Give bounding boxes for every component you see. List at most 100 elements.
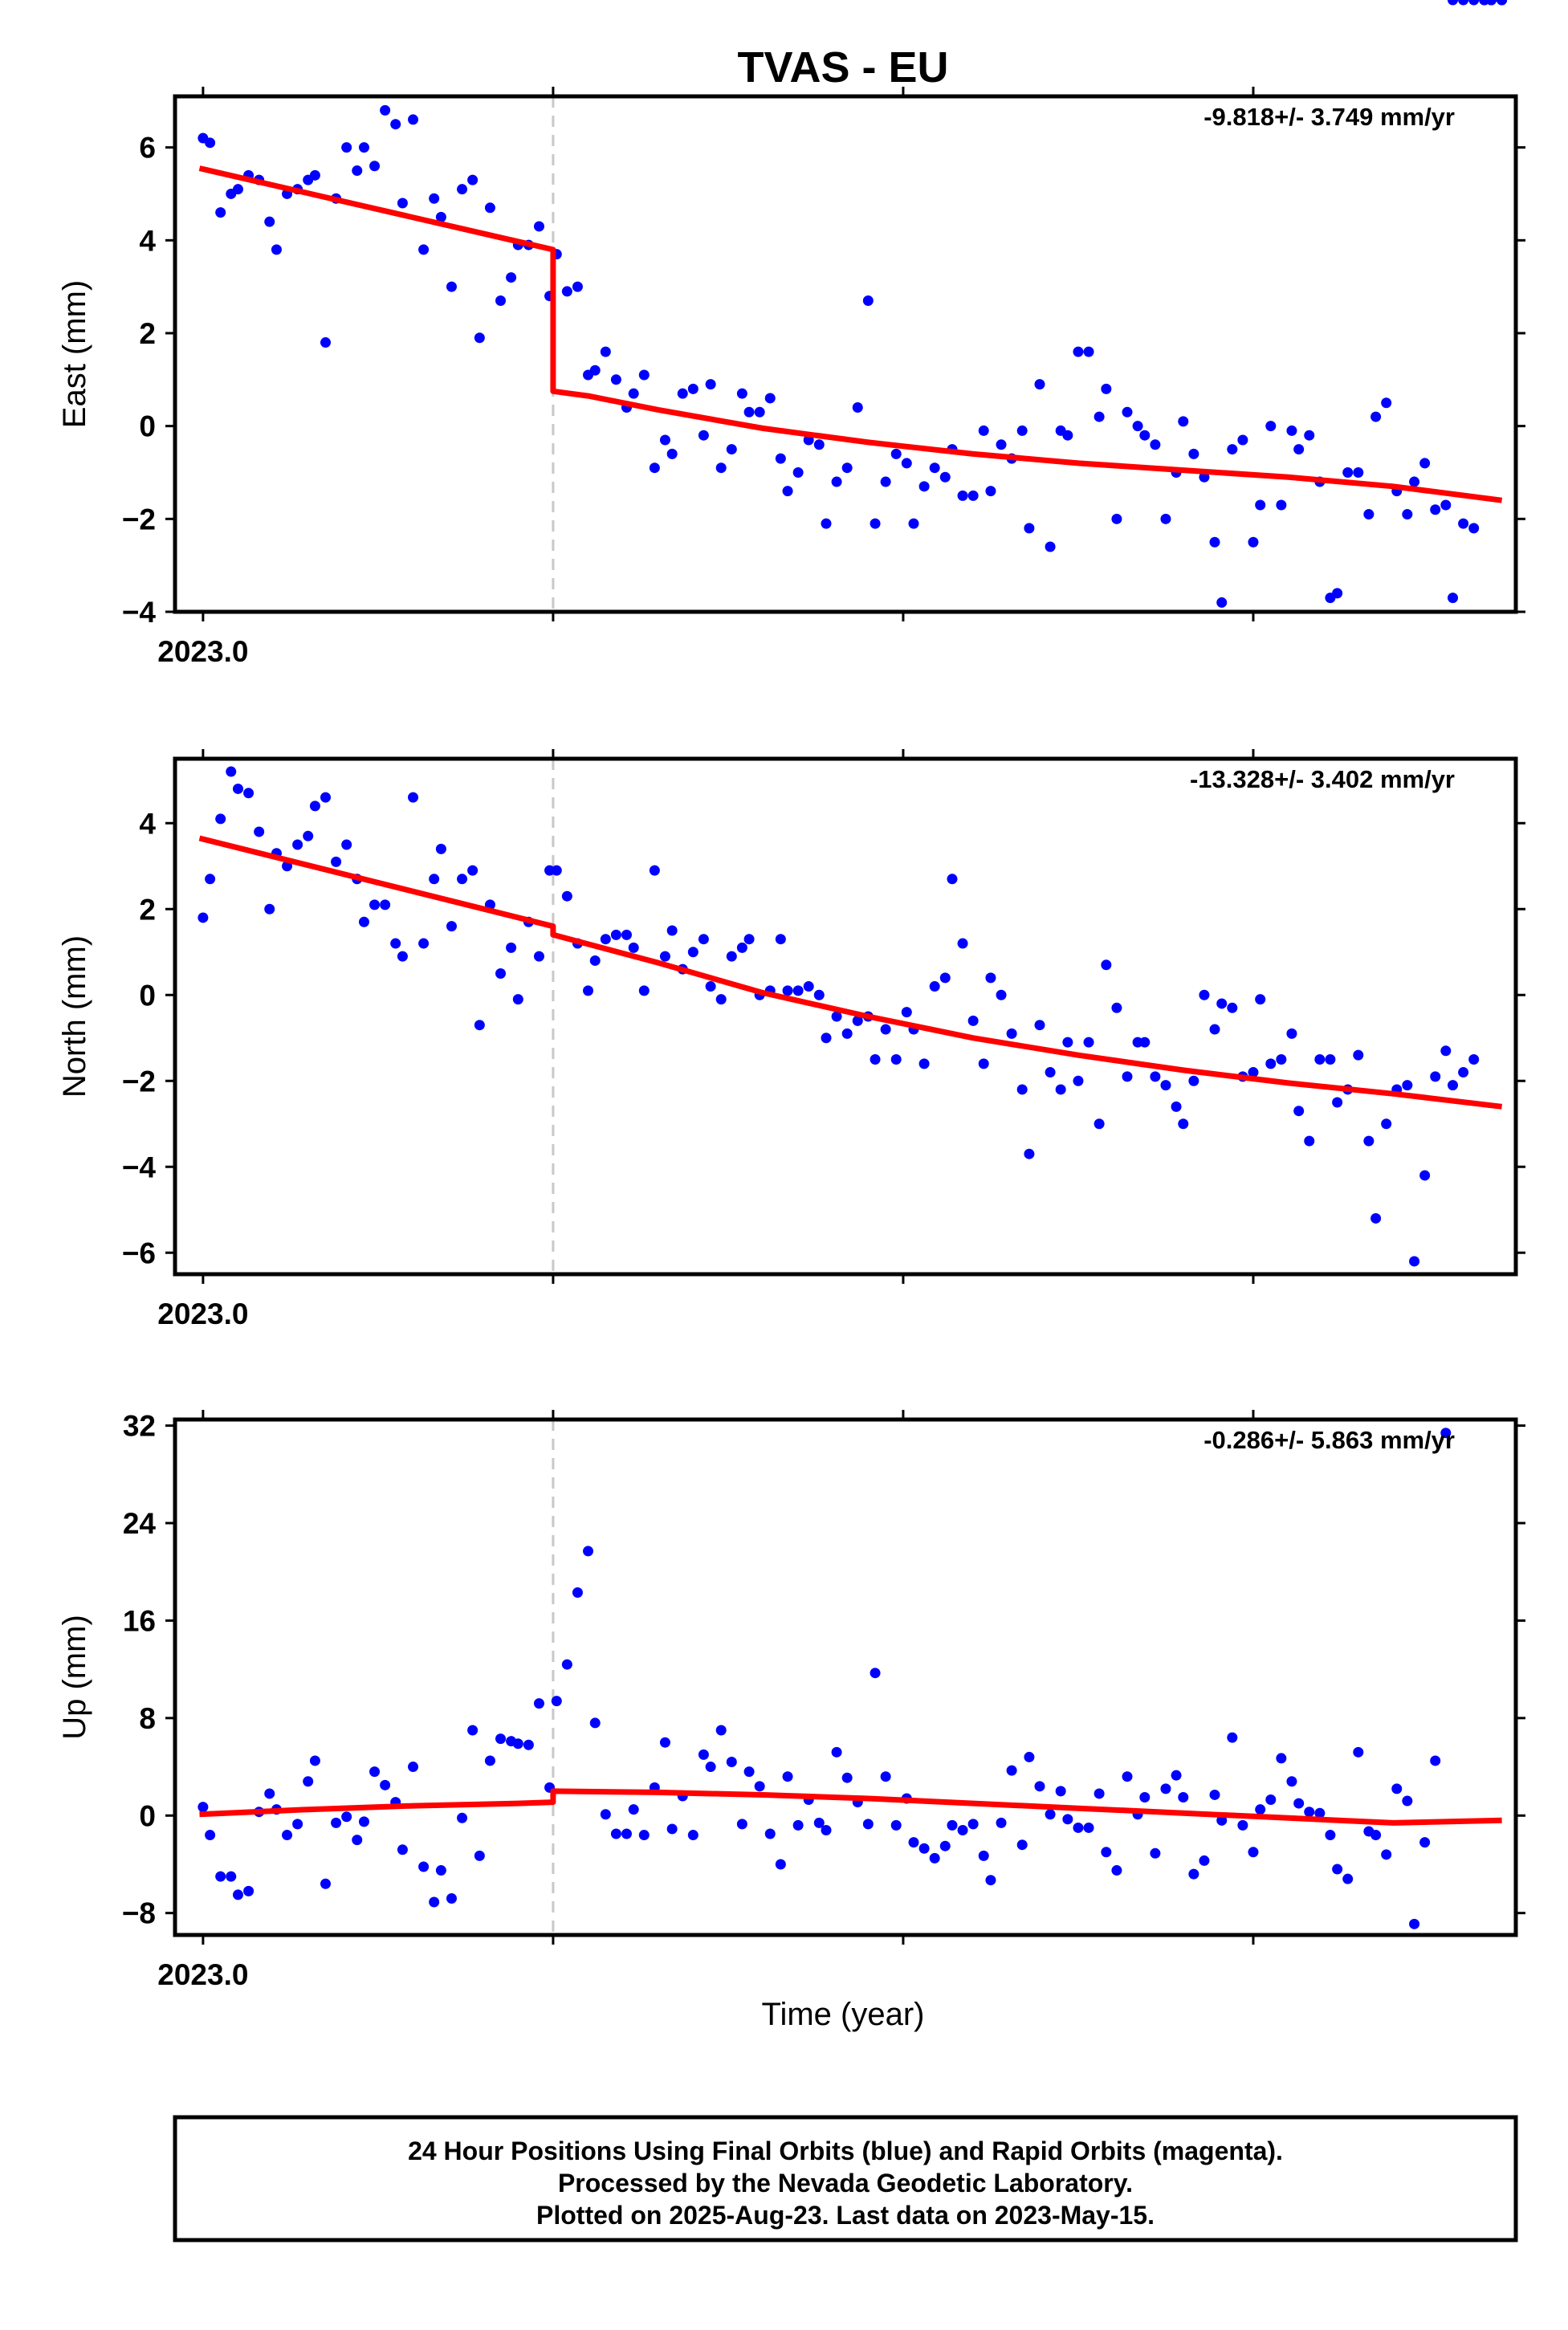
up-data-point — [600, 1809, 611, 1820]
up-data-point — [1209, 1789, 1220, 1800]
east-data-point — [610, 374, 621, 385]
east-data-point — [967, 490, 979, 501]
north-data-point — [331, 856, 342, 867]
up-data-point — [880, 1771, 891, 1782]
up-data-point — [551, 1696, 562, 1707]
north-data-point — [996, 989, 1007, 1000]
north-data-point — [446, 921, 457, 932]
north-data-point — [1314, 1054, 1326, 1065]
east-data-point — [429, 193, 440, 204]
east-data-point — [821, 518, 832, 529]
north-data-point — [870, 1054, 881, 1065]
up-ytick-label: −8 — [122, 1897, 156, 1930]
up-data-point — [890, 1819, 902, 1831]
east-data-point — [813, 439, 825, 450]
up-data-point — [589, 1717, 601, 1729]
east-data-point — [215, 207, 226, 218]
up-data-point — [1440, 1428, 1452, 1439]
east-data-point — [659, 434, 670, 446]
up-data-point — [1255, 1804, 1266, 1815]
up-data-point — [1248, 1847, 1259, 1858]
east-data-point — [390, 119, 401, 130]
north-data-point — [1332, 1097, 1343, 1108]
north-data-point — [341, 839, 352, 850]
north-data-point — [506, 942, 517, 953]
north-data-point — [957, 938, 968, 949]
east-data-point — [1304, 430, 1315, 441]
north-data-point — [1248, 1067, 1259, 1078]
up-data-point — [939, 1840, 951, 1851]
east-data-point — [264, 216, 275, 227]
north-data-point — [303, 830, 314, 841]
up-data-point — [264, 1788, 275, 1799]
up-data-point — [764, 1828, 776, 1839]
north-data-point — [1111, 1002, 1122, 1013]
east-data-point — [1448, 593, 1459, 604]
up-ytick-label: 16 — [123, 1604, 156, 1637]
up-data-point — [638, 1830, 650, 1841]
east-ytick-label: 2 — [139, 317, 156, 350]
up-data-point — [813, 1817, 825, 1828]
north-data-point — [390, 938, 401, 949]
east-trend-line — [198, 165, 1503, 503]
north-data-point — [947, 874, 958, 885]
up-data-point — [352, 1835, 363, 1846]
east-data-point — [978, 425, 989, 436]
east-data-point — [484, 202, 495, 214]
east-data-point — [782, 486, 793, 497]
up-data-point — [1325, 1830, 1336, 1841]
up-data-point — [870, 1668, 881, 1679]
east-data-point — [1293, 444, 1305, 455]
north-data-point — [583, 985, 594, 996]
north-data-point — [243, 788, 255, 799]
north-data-point — [1409, 1256, 1420, 1267]
up-data-point — [1265, 1794, 1277, 1806]
up-data-point — [929, 1852, 940, 1864]
east-data-point — [775, 453, 786, 464]
east-data-point — [380, 104, 391, 116]
north-data-point — [457, 874, 468, 885]
east-data-point — [852, 402, 863, 413]
north-data-point — [309, 800, 320, 812]
up-data-point — [957, 1824, 968, 1835]
east-data-point — [1248, 536, 1259, 548]
up-data-point — [754, 1781, 765, 1792]
up-xtick-label: 2023.0 — [157, 1958, 248, 1991]
east-data-point — [628, 388, 639, 399]
north-data-point — [821, 1033, 832, 1044]
east-data-point — [687, 383, 698, 394]
east-data-point — [698, 430, 709, 441]
east-data-point — [418, 244, 430, 255]
east-data-point — [985, 486, 996, 497]
up-data-point — [484, 1755, 495, 1766]
east-data-point — [1111, 513, 1122, 524]
up-data-point — [628, 1804, 639, 1815]
north-data-point — [649, 865, 660, 876]
up-data-point — [243, 1885, 255, 1896]
east-data-point — [929, 462, 940, 474]
up-data-point — [331, 1817, 342, 1828]
north-ytick-label: −4 — [122, 1151, 157, 1183]
north-data-point — [1419, 1170, 1431, 1181]
east-data-point — [446, 281, 457, 292]
east-y-axis-label: East (mm) — [57, 280, 92, 428]
east-data-point — [600, 346, 611, 357]
footer-box — [173, 2115, 1518, 2242]
up-data-point — [1034, 1781, 1045, 1792]
east-data-point — [1332, 588, 1343, 599]
east-data-point — [764, 393, 776, 404]
north-ytick-label: 4 — [139, 807, 156, 840]
up-data-point — [226, 1871, 237, 1882]
north-data-point — [1286, 1028, 1297, 1039]
north-data-point — [512, 994, 523, 1005]
up-data-point — [1381, 1849, 1392, 1860]
north-data-point — [1094, 1118, 1105, 1130]
north-data-point — [358, 916, 369, 927]
east-data-point — [726, 444, 737, 455]
north-data-point — [474, 1020, 485, 1031]
up-data-point — [862, 1819, 874, 1830]
east-data-point — [1255, 499, 1266, 511]
north-data-point — [198, 912, 209, 923]
east-data-point — [1188, 448, 1199, 459]
up-data-point — [1083, 1822, 1094, 1833]
